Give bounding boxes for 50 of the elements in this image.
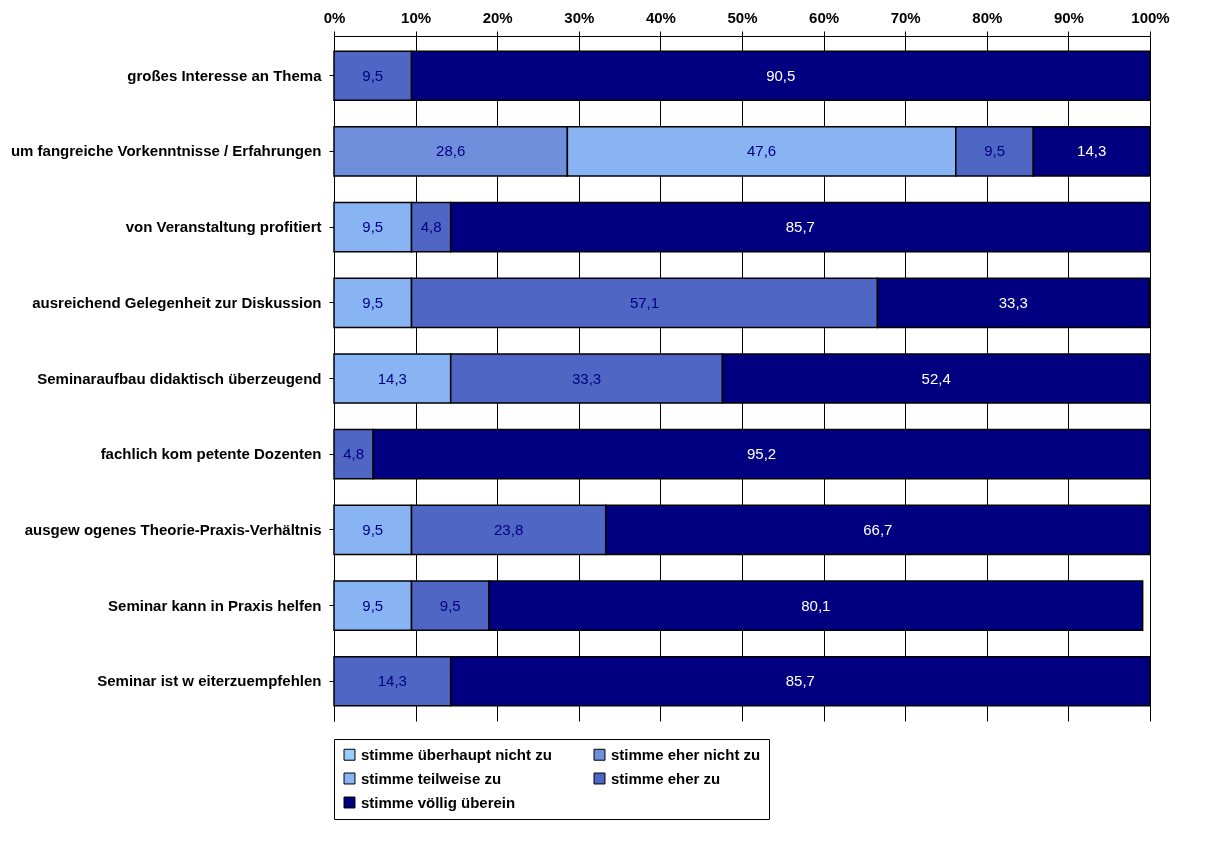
data-label: 47,6 bbox=[746, 142, 777, 160]
x-tick-label: 90% bbox=[1053, 8, 1084, 26]
data-label: 14,3 bbox=[377, 369, 407, 387]
data-label: 14,3 bbox=[1077, 142, 1107, 160]
x-tick-label: 100% bbox=[1131, 8, 1170, 26]
x-tick-label: 30% bbox=[564, 8, 595, 26]
data-label: 14,3 bbox=[377, 672, 407, 690]
legend-label: stimme eher zu bbox=[611, 769, 721, 787]
data-label: 66,7 bbox=[863, 520, 893, 538]
x-tick-label: 70% bbox=[890, 8, 921, 26]
data-label: 57,1 bbox=[629, 293, 660, 311]
data-label: 95,2 bbox=[746, 445, 777, 463]
data-label: 9,5 bbox=[362, 293, 384, 311]
data-label: 9,5 bbox=[362, 218, 384, 236]
y-tick-label: Seminar ist w eiterzuempfehlen bbox=[97, 672, 322, 690]
data-label: 52,4 bbox=[921, 369, 951, 387]
x-tick-label: 0% bbox=[323, 8, 346, 26]
y-tick-label: großes Interesse an Thema bbox=[127, 66, 323, 84]
y-tick-label: um fangreiche Vorkenntnisse / Erfahrungen bbox=[10, 142, 322, 160]
data-label: 90,5 bbox=[766, 66, 796, 84]
data-label: 85,7 bbox=[785, 218, 815, 236]
x-tick-label: 10% bbox=[401, 8, 432, 26]
data-label: 9,5 bbox=[362, 596, 384, 614]
legend-label: stimme eher nicht zu bbox=[611, 745, 761, 763]
data-label: 80,1 bbox=[801, 596, 831, 614]
x-tick-label: 40% bbox=[645, 8, 676, 26]
data-label: 9,5 bbox=[362, 66, 384, 84]
y-tick-label: von Veranstaltung profitiert bbox=[125, 218, 322, 236]
data-label: 28,6 bbox=[436, 142, 466, 160]
x-tick-label: 80% bbox=[972, 8, 1003, 26]
data-label: 9,5 bbox=[439, 596, 461, 614]
data-label: 23,8 bbox=[494, 520, 524, 538]
legend-label: stimme überhaupt nicht zu bbox=[361, 745, 552, 763]
y-tick-label: ausreichend Gelegenheit zur Diskussion bbox=[32, 293, 322, 311]
x-tick-label: 60% bbox=[809, 8, 840, 26]
data-label: 33,3 bbox=[998, 293, 1028, 311]
data-label: 4,8 bbox=[420, 218, 442, 236]
x-tick-label: 50% bbox=[727, 8, 758, 26]
data-label: 9,5 bbox=[362, 520, 384, 538]
data-label: 85,7 bbox=[785, 672, 815, 690]
legend-label: stimme teilweise zu bbox=[361, 769, 502, 787]
y-tick-label: Seminar kann in Praxis helfen bbox=[108, 596, 322, 614]
legend-label: stimme völlig überein bbox=[361, 793, 516, 811]
y-tick-label: fachlich kom petente Dozenten bbox=[100, 445, 322, 463]
x-tick-label: 20% bbox=[482, 8, 513, 26]
y-tick-label: ausgew ogenes Theorie-Praxis-Verhältnis bbox=[24, 520, 322, 538]
data-label: 9,5 bbox=[984, 142, 1005, 160]
y-tick-label: Seminaraufbau didaktisch überzeugend bbox=[37, 369, 322, 387]
data-label: 33,3 bbox=[571, 369, 602, 387]
data-label: 4,8 bbox=[343, 445, 365, 463]
